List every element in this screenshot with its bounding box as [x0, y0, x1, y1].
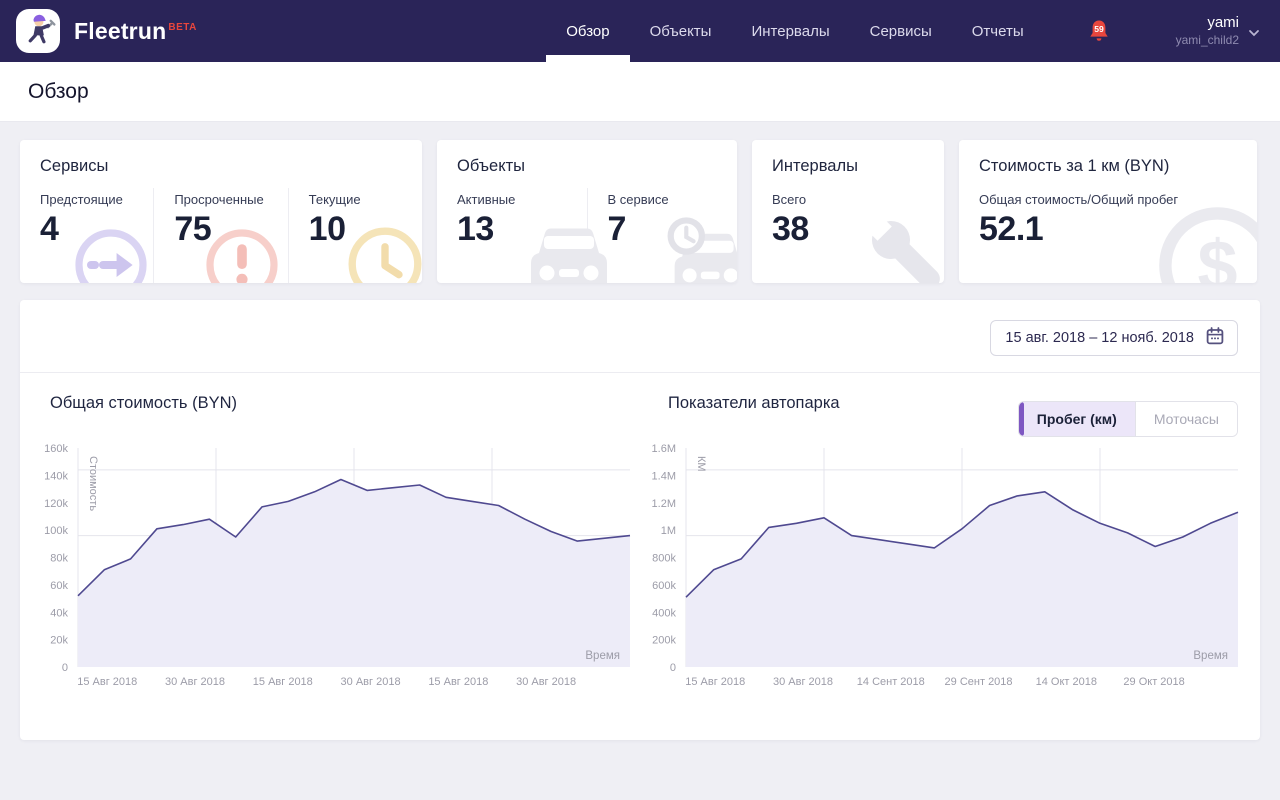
- stat-upcoming: Предстоящие 4: [20, 188, 154, 283]
- stat-total: Всего 38: [752, 188, 944, 283]
- svg-text:40k: 40k: [50, 607, 68, 619]
- card-title: Сервисы: [40, 157, 422, 176]
- card-objects: Объекты Активные 13 В сервисе 7: [437, 140, 737, 283]
- svg-text:30 Авг 2018: 30 Авг 2018: [773, 676, 833, 688]
- stat-in-service: В сервисе 7: [588, 188, 738, 283]
- svg-text:15 Авг 2018: 15 Авг 2018: [685, 676, 745, 688]
- card-cost-per-km: Стоимость за 1 км (BYN) Общая стоимость/…: [959, 140, 1257, 283]
- chevron-down-icon: [1248, 24, 1260, 42]
- svg-text:Время: Время: [1193, 650, 1228, 662]
- chart-title-fleet-metrics: Показатели автопарка: [668, 394, 840, 413]
- nav-item-overview[interactable]: Обзор: [546, 0, 629, 62]
- stat-cards-row: Сервисы Предстоящие 4 Просроченные 75 Те…: [20, 140, 1260, 283]
- notifications-bell-icon[interactable]: 59: [1086, 18, 1112, 44]
- navbar: FleetrunBETA Обзор Объекты Интервалы Сер…: [0, 0, 1280, 62]
- card-intervals: Интервалы Всего 38: [752, 140, 944, 283]
- toggle-mileage[interactable]: Пробег (км): [1019, 402, 1136, 436]
- svg-text:1.4M: 1.4M: [652, 470, 676, 482]
- svg-text:800k: 800k: [652, 553, 676, 565]
- svg-text:80k: 80k: [50, 553, 68, 565]
- svg-text:0: 0: [62, 662, 68, 674]
- stat-label: Общая стоимость/Общий пробег: [979, 192, 1257, 207]
- svg-text:30 Авг 2018: 30 Авг 2018: [516, 676, 576, 688]
- date-range-picker[interactable]: 15 авг. 2018 – 12 нояб. 2018: [990, 320, 1238, 356]
- svg-text:600k: 600k: [652, 580, 676, 592]
- stat-label: Текущие: [309, 192, 422, 207]
- brand-title: FleetrunBETA: [74, 18, 197, 45]
- nav-item-objects[interactable]: Объекты: [630, 0, 732, 62]
- svg-text:1.2M: 1.2M: [652, 498, 676, 510]
- stat-value: 38: [772, 212, 944, 246]
- svg-text:29 Сент 2018: 29 Сент 2018: [945, 676, 1013, 688]
- chart-title-total-cost: Общая стоимость (BYN): [50, 394, 237, 413]
- card-services: Сервисы Предстоящие 4 Просроченные 75 Те…: [20, 140, 422, 283]
- svg-text:15 Авг 2018: 15 Авг 2018: [77, 676, 137, 688]
- svg-text:29 Окт 2018: 29 Окт 2018: [1123, 676, 1184, 688]
- nav-menu: Обзор Объекты Интервалы Сервисы Отчеты: [546, 0, 1043, 62]
- svg-text:200k: 200k: [652, 635, 676, 647]
- fleetrun-logo: [16, 9, 60, 53]
- user-menu[interactable]: yami yami_child2: [1176, 14, 1260, 48]
- svg-text:14 Окт 2018: 14 Окт 2018: [1036, 676, 1097, 688]
- page-header: Обзор: [0, 62, 1280, 122]
- svg-text:140k: 140k: [44, 470, 68, 482]
- card-title: Стоимость за 1 км (BYN): [979, 157, 1257, 176]
- user-account: yami_child2: [1176, 33, 1239, 48]
- stat-label: Просроченные: [174, 192, 287, 207]
- user-name: yami: [1176, 14, 1239, 33]
- stat-value: 52.1: [979, 212, 1257, 246]
- card-title: Интервалы: [772, 157, 944, 176]
- stat-value: 7: [608, 212, 738, 246]
- nav-item-intervals[interactable]: Интервалы: [731, 0, 849, 62]
- date-range-text: 15 авг. 2018 – 12 нояб. 2018: [1005, 330, 1194, 346]
- stat-active: Активные 13: [437, 188, 588, 283]
- metric-toggle: Пробег (км) Моточасы: [1018, 401, 1238, 437]
- svg-text:1.6M: 1.6M: [652, 443, 676, 455]
- nav-item-services[interactable]: Сервисы: [850, 0, 952, 62]
- card-title: Объекты: [457, 157, 737, 176]
- svg-text:59: 59: [1094, 24, 1104, 34]
- svg-text:100k: 100k: [44, 525, 68, 537]
- svg-text:15 Авг 2018: 15 Авг 2018: [428, 676, 488, 688]
- beta-badge: BETA: [168, 22, 196, 33]
- svg-text:120k: 120k: [44, 498, 68, 510]
- toggle-engine-hours[interactable]: Моточасы: [1136, 402, 1237, 436]
- stat-overdue: Просроченные 75: [154, 188, 288, 283]
- svg-text:160k: 160k: [44, 443, 68, 455]
- svg-text:1M: 1M: [661, 525, 676, 537]
- fleet-mileage-area-chart: 0 200k 400k 600k 800k 1M 1.2M 1.4M 1.6M КМ Время 15…: [648, 434, 1240, 696]
- svg-text:60k: 60k: [50, 580, 68, 592]
- calendar-icon: [1205, 326, 1225, 351]
- svg-text:14 Сент 2018: 14 Сент 2018: [857, 676, 925, 688]
- svg-text:30 Авг 2018: 30 Авг 2018: [341, 676, 401, 688]
- svg-text:30 Авг 2018: 30 Авг 2018: [165, 676, 225, 688]
- total-cost-area-chart: 0 20k 40k 60k 80k 100k 120k 140k 160k Стоимость Вр…: [40, 434, 632, 696]
- svg-text:20k: 20k: [50, 635, 68, 647]
- svg-text:КМ: КМ: [695, 456, 707, 472]
- page-title: Обзор: [28, 80, 89, 104]
- svg-text:0: 0: [670, 662, 676, 674]
- mechanic-logo-icon: [18, 9, 58, 54]
- panel-divider: [20, 372, 1260, 373]
- stat-label: В сервисе: [608, 192, 738, 207]
- stat-label: Активные: [457, 192, 587, 207]
- stat-value: 10: [309, 212, 422, 246]
- stat-value: 75: [174, 212, 287, 246]
- stat-label: Всего: [772, 192, 944, 207]
- stat-value: 4: [40, 212, 153, 246]
- stat-value: 13: [457, 212, 587, 246]
- nav-item-reports[interactable]: Отчеты: [952, 0, 1044, 62]
- svg-text:15 Авг 2018: 15 Авг 2018: [253, 676, 313, 688]
- stat-current: Текущие 10: [289, 188, 422, 283]
- stat-cost-per-km: Общая стоимость/Общий пробег 52.1 $: [959, 188, 1257, 283]
- svg-text:400k: 400k: [652, 607, 676, 619]
- svg-text:Время: Время: [585, 650, 620, 662]
- svg-text:Стоимость: Стоимость: [87, 456, 99, 511]
- stat-label: Предстоящие: [40, 192, 153, 207]
- charts-panel: 15 авг. 2018 – 12 нояб. 2018 Общая стоим…: [20, 300, 1260, 740]
